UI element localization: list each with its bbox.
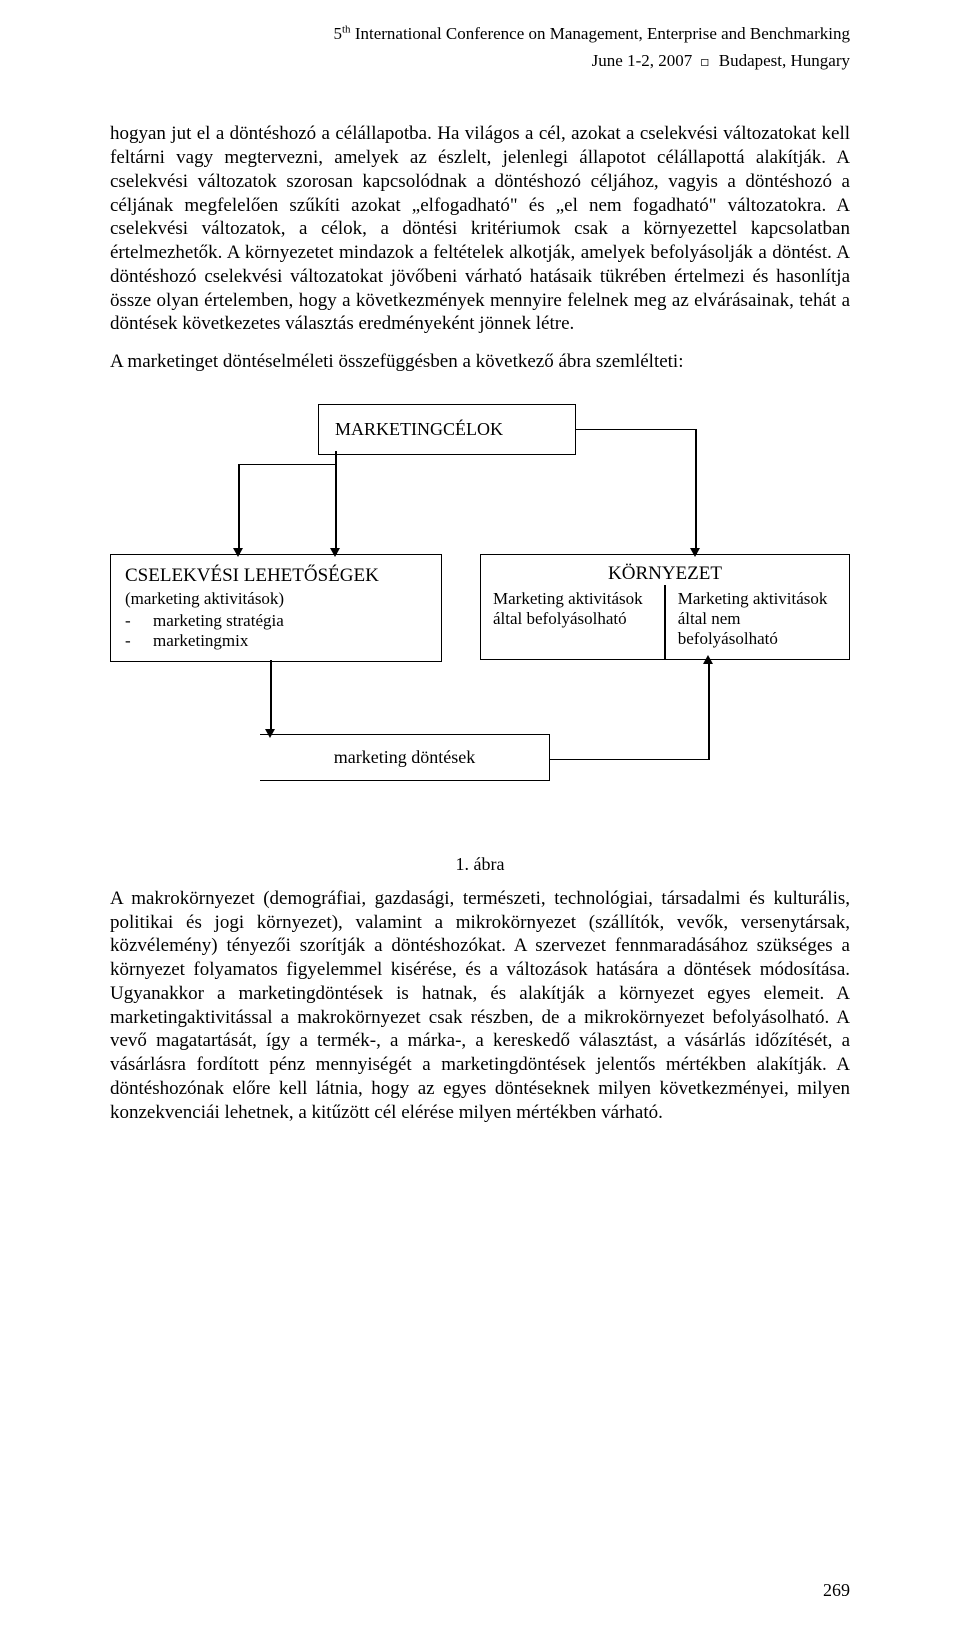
conference-meta: June 1-2, 2007 ◇ Budapest, Hungary xyxy=(110,47,850,74)
edge-line xyxy=(238,464,336,466)
conf-date: June 1-2, 2007 xyxy=(592,51,693,70)
node-environment: KÖRNYEZET Marketing aktivitások által be… xyxy=(480,554,850,660)
arrowhead-icon xyxy=(233,548,243,557)
edge-line xyxy=(708,662,710,760)
arrowhead-icon xyxy=(330,548,340,557)
flowchart-diagram: MARKETINGCÉLOK CSELEKVÉSI LEHETŐSÉGEK (m… xyxy=(110,404,850,824)
edge-line xyxy=(550,759,710,761)
arrowhead-icon xyxy=(265,729,275,738)
actions-subtitle: (marketing aktivitások) xyxy=(125,589,427,609)
separator-icon: ◇ xyxy=(695,52,717,74)
edge-line xyxy=(238,464,240,554)
ordinal: 5 xyxy=(334,24,343,43)
node-goals: MARKETINGCÉLOK xyxy=(318,404,576,455)
ordinal-sup: th xyxy=(342,23,351,35)
conf-location: Budapest, Hungary xyxy=(719,51,850,70)
figure-caption: 1. ábra xyxy=(110,854,850,875)
env-col-right: Marketing aktivitások által nem befolyás… xyxy=(666,589,849,649)
edge-line xyxy=(695,429,697,554)
env-col-left: Marketing aktivitások által befolyásolha… xyxy=(481,589,664,649)
goals-label: MARKETINGCÉLOK xyxy=(335,419,503,439)
node-decisions: marketing döntések xyxy=(260,734,550,781)
page-header: 5th International Conference on Manageme… xyxy=(110,20,850,74)
arrowhead-icon xyxy=(703,655,713,664)
actions-list: marketing stratégia marketingmix xyxy=(125,611,427,651)
paragraph-2: A marketinget döntéselméleti összefüggés… xyxy=(110,350,850,374)
paragraph-1: hogyan jut el a döntéshozó a célállapotb… xyxy=(110,122,850,336)
paragraph-3: A makrokörnyezet (demográfiai, gazdasági… xyxy=(110,887,850,1125)
conf-name: International Conference on Management, … xyxy=(351,24,850,43)
actions-item: marketingmix xyxy=(153,631,427,651)
arrowhead-icon xyxy=(690,548,700,557)
node-actions: CSELEKVÉSI LEHETŐSÉGEK (marketing aktivi… xyxy=(110,554,442,662)
edge-line xyxy=(576,429,696,431)
decisions-label: marketing döntések xyxy=(334,747,475,767)
conference-title: 5th International Conference on Manageme… xyxy=(110,20,850,47)
env-title: KÖRNYEZET xyxy=(481,563,849,585)
actions-title: CSELEKVÉSI LEHETŐSÉGEK xyxy=(125,565,427,587)
edge-line xyxy=(270,660,272,735)
page-number: 269 xyxy=(823,1580,850,1601)
edge-line xyxy=(335,451,337,554)
actions-item: marketing stratégia xyxy=(153,611,427,631)
